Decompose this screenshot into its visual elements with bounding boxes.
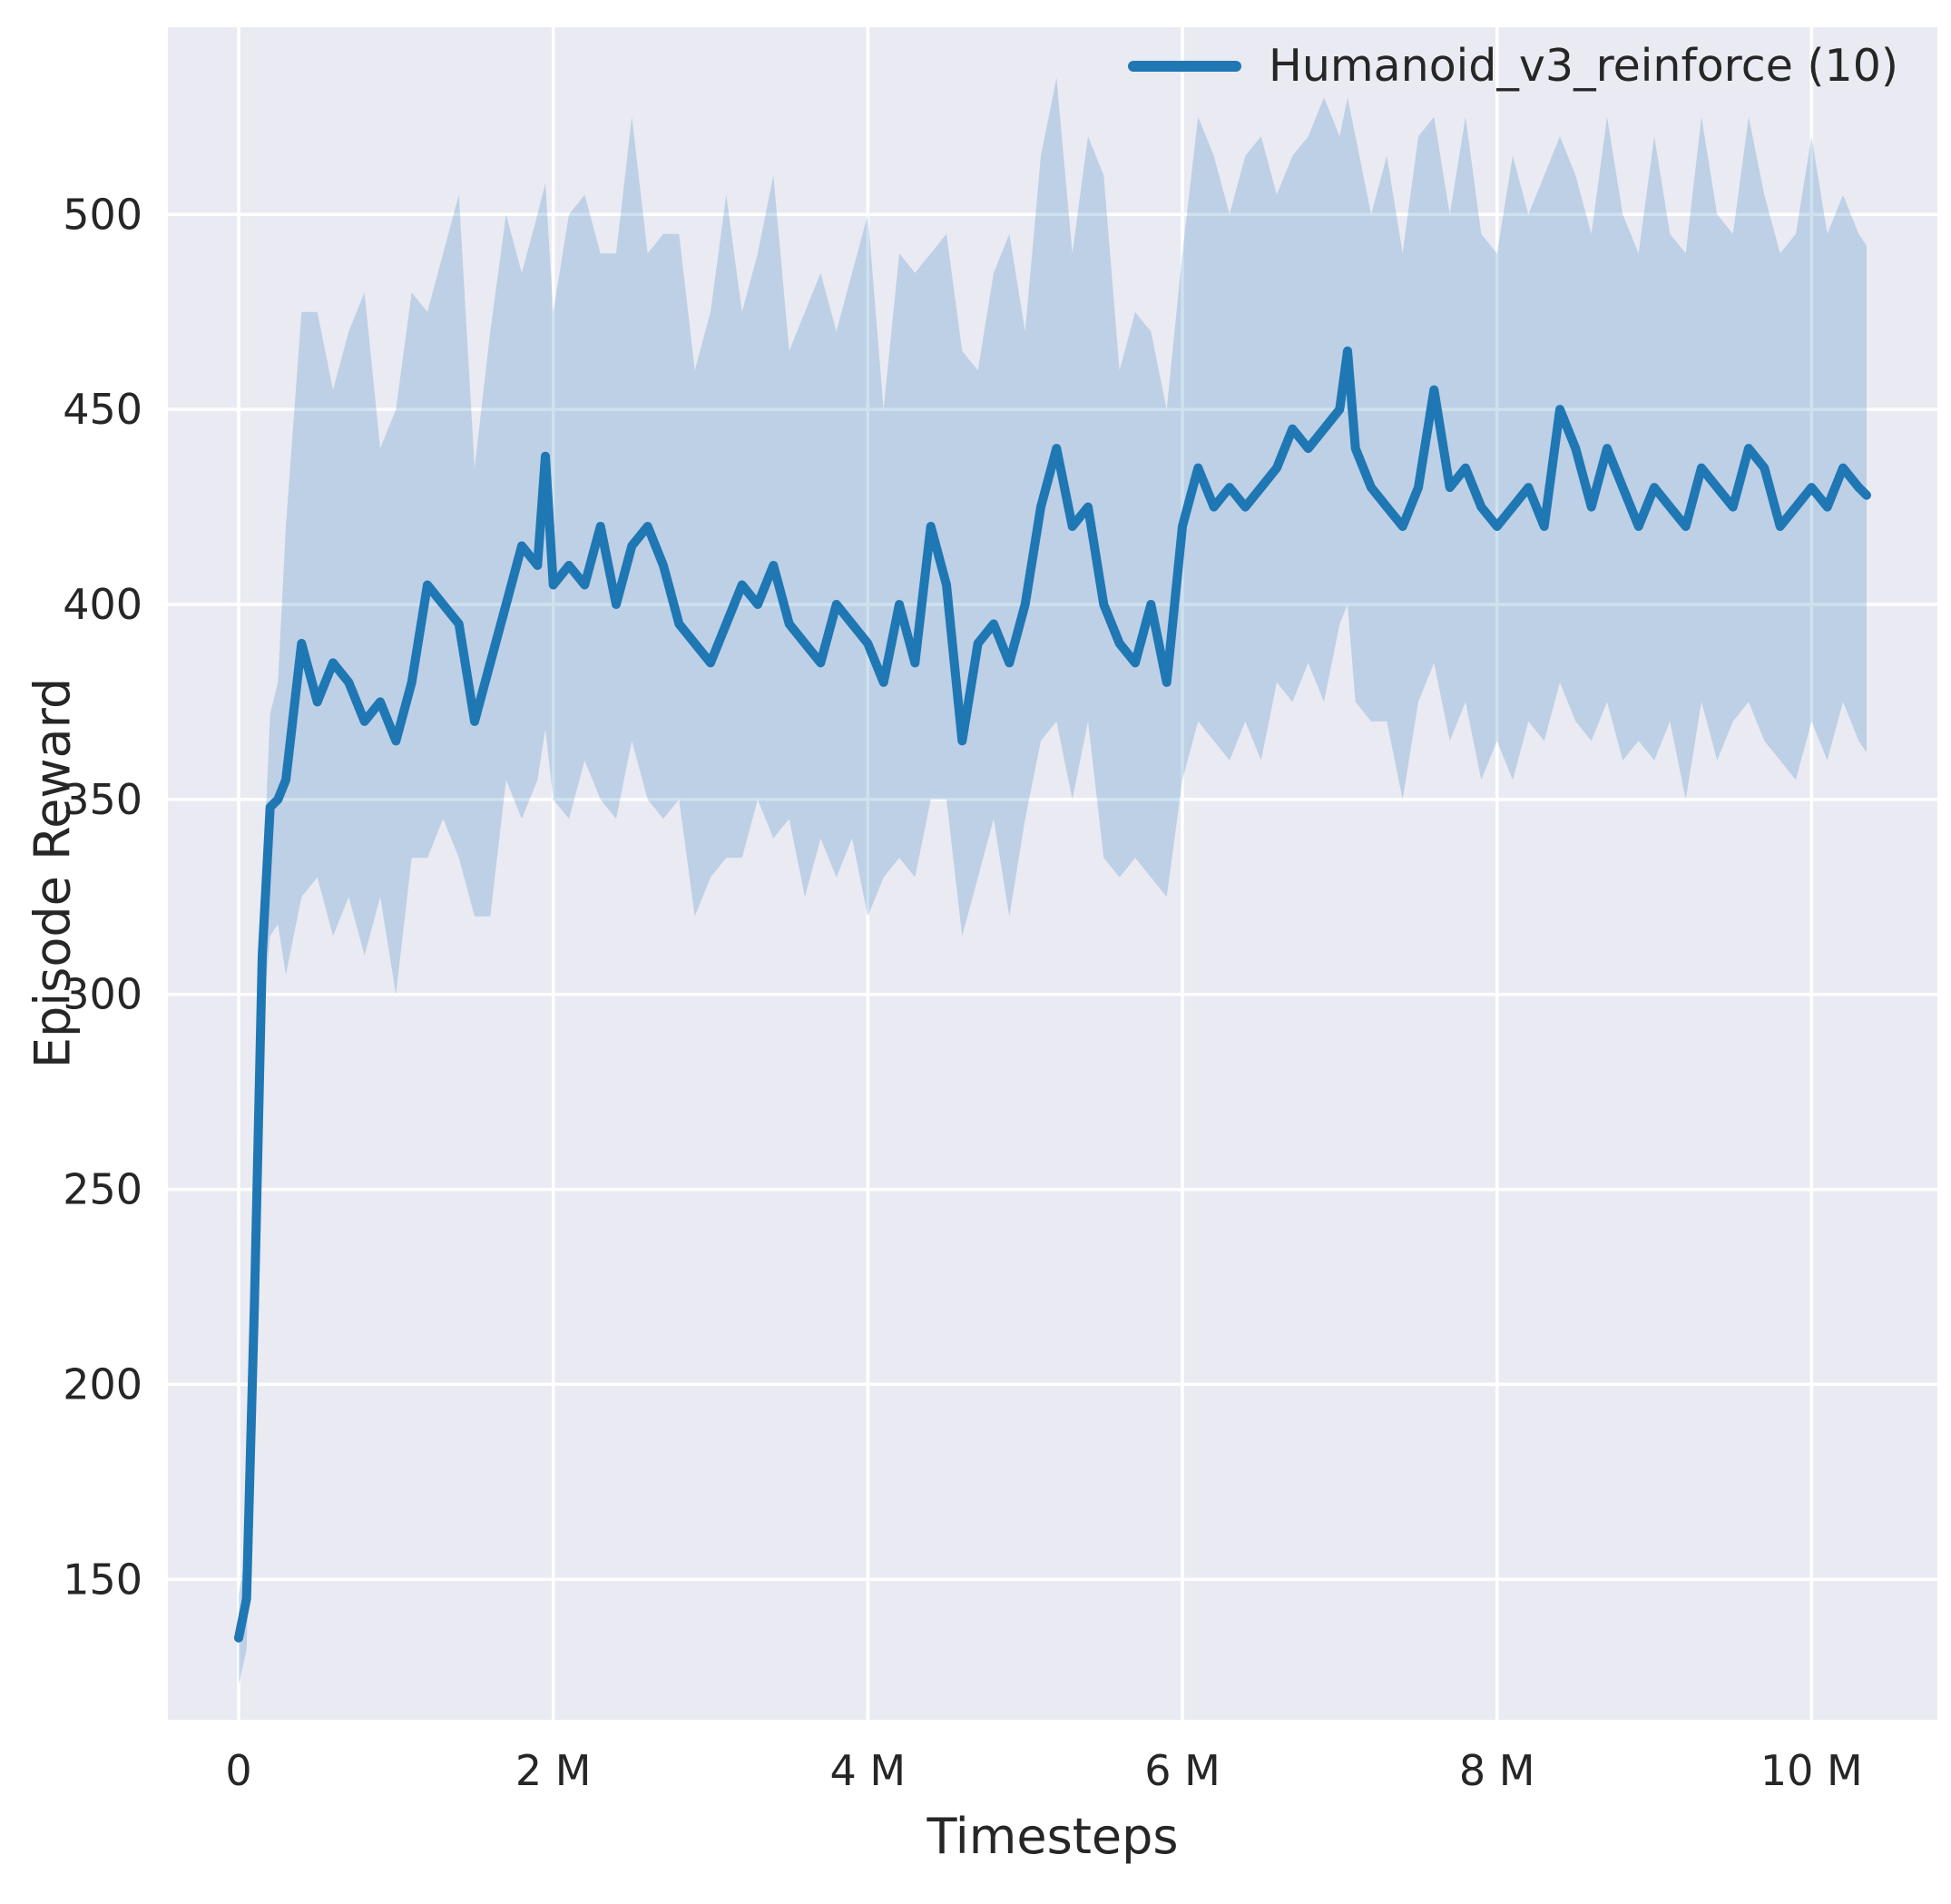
svg-text:200: 200: [63, 1359, 142, 1408]
svg-text:8 M: 8 M: [1459, 1746, 1535, 1795]
svg-text:300: 300: [63, 970, 142, 1019]
legend-line-swatch: [1127, 60, 1241, 72]
svg-text:10 M: 10 M: [1760, 1746, 1863, 1795]
svg-text:400: 400: [63, 580, 142, 629]
svg-text:450: 450: [63, 385, 142, 434]
svg-text:500: 500: [63, 190, 142, 239]
x-axis-label: Timesteps: [926, 1808, 1179, 1865]
y-axis-label: Episode Reward: [24, 677, 82, 1069]
legend-label: Humanoid_v3_reinforce (10): [1268, 40, 1898, 92]
svg-text:350: 350: [63, 775, 142, 824]
svg-text:2 M: 2 M: [515, 1746, 592, 1795]
svg-text:6 M: 6 M: [1144, 1746, 1221, 1795]
svg-text:0: 0: [225, 1746, 251, 1795]
svg-text:150: 150: [63, 1555, 142, 1604]
svg-text:4 M: 4 M: [830, 1746, 907, 1795]
legend: Humanoid_v3_reinforce (10): [1127, 40, 1898, 92]
svg-text:250: 250: [63, 1165, 142, 1214]
